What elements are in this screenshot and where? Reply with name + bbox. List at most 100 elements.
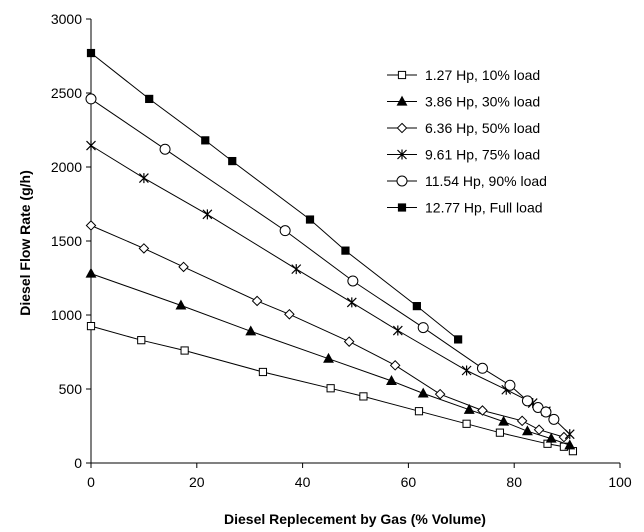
series-line: [90, 52, 459, 340]
series-1: [86, 322, 578, 456]
series-2: [85, 267, 576, 450]
data-point: [392, 325, 403, 336]
y-tick-label: 0: [74, 455, 82, 471]
data-point: [396, 95, 408, 106]
x-tick-label: 60: [401, 474, 417, 490]
data-point: [414, 407, 424, 416]
data-point: [521, 425, 533, 436]
data-point: [305, 215, 315, 224]
x-axis-title: Diesel Replecement by Gas (% Volume): [224, 511, 486, 527]
data-point: [412, 302, 421, 311]
data-point: [397, 70, 407, 80]
data-point: [326, 384, 335, 393]
data-point: [396, 175, 408, 187]
data-point: [159, 143, 171, 155]
data-point: [175, 299, 187, 310]
data-point: [498, 415, 510, 426]
legend-item: 1.27 Hp, 10% load: [387, 67, 540, 83]
data-point: [396, 122, 408, 134]
data-point: [386, 375, 397, 385]
data-point: [323, 352, 334, 363]
data-point: [521, 395, 533, 407]
data-point: [346, 297, 357, 308]
x-tick-label: 80: [506, 474, 522, 490]
data-point: [504, 379, 516, 391]
data-point: [284, 308, 295, 320]
data-point: [85, 220, 97, 231]
data-point: [251, 295, 263, 307]
y-tick-label: 2000: [51, 159, 82, 175]
data-point: [86, 322, 96, 331]
y-axis-title: Diesel Flow Rate (g/h): [17, 170, 33, 315]
y-tick-label: 1500: [51, 233, 82, 249]
data-point: [564, 439, 576, 450]
data-point: [462, 419, 471, 428]
data-point: [201, 136, 210, 145]
y-tick-label: 500: [59, 381, 83, 397]
data-point: [343, 336, 355, 347]
data-point: [258, 367, 268, 377]
legend-label: 11.54 Hp, 90% load: [425, 173, 547, 189]
legend-label: 1.27 Hp, 10% load: [425, 67, 540, 83]
data-point: [564, 429, 575, 440]
series-layer: [85, 48, 578, 456]
data-point: [138, 173, 149, 184]
axes: 0 500 1000 1500 2000 2500 3000 0 20 40 60 80 100: [51, 11, 632, 490]
data-point: [245, 325, 257, 336]
data-point: [389, 360, 401, 371]
data-point: [178, 261, 189, 273]
data-point: [347, 275, 359, 287]
legend-label: 3.86 Hp, 30% load: [425, 94, 540, 110]
data-point: [85, 93, 97, 105]
data-point: [533, 424, 545, 436]
data-point: [279, 225, 291, 237]
data-point: [180, 346, 189, 355]
x-tick-label: 100: [608, 474, 632, 490]
data-point: [397, 149, 407, 160]
data-point: [417, 387, 429, 398]
data-point: [137, 336, 146, 345]
series-line: [90, 225, 565, 438]
legend-item: 6.36 Hp, 50% load: [387, 120, 540, 136]
data-point: [145, 94, 154, 104]
data-point: [228, 156, 237, 166]
legend-item: 12.77 Hp, Full load: [387, 200, 543, 216]
x-tick-label: 40: [295, 474, 311, 490]
legend-label: 6.36 Hp, 50% load: [425, 120, 540, 136]
y-tick-label: 2500: [51, 85, 82, 101]
data-point: [291, 264, 302, 275]
data-point: [341, 246, 350, 255]
series-5: [85, 93, 560, 425]
data-point: [397, 203, 407, 212]
x-tick-label: 20: [189, 474, 205, 490]
legend-label: 12.77 Hp, Full load: [425, 200, 543, 216]
data-point: [516, 415, 528, 427]
data-point: [545, 432, 557, 443]
data-point: [495, 428, 505, 437]
data-point: [454, 335, 463, 344]
data-point: [359, 392, 368, 401]
legend-item: 9.61 Hp, 75% load: [387, 147, 540, 163]
data-point: [86, 140, 96, 151]
data-point: [476, 362, 488, 374]
data-point: [85, 267, 97, 278]
legend-label: 9.61 Hp, 75% load: [425, 147, 540, 163]
series-3: [85, 220, 570, 443]
data-point: [477, 405, 488, 416]
data-point: [540, 406, 552, 418]
data-point: [86, 48, 96, 58]
data-point: [202, 209, 213, 220]
legend: 1.27 Hp, 10% load 3.86 Hp, 30% load 6.36 H…: [387, 67, 547, 216]
data-point: [417, 322, 429, 334]
x-tick-label: 0: [87, 474, 95, 490]
data-point: [434, 388, 446, 400]
data-point: [461, 365, 472, 376]
data-point: [558, 431, 570, 443]
legend-item: 3.86 Hp, 30% load: [387, 94, 540, 110]
series-6: [86, 48, 463, 344]
legend-item: 11.54 Hp, 90% load: [387, 173, 547, 189]
data-point: [138, 243, 150, 254]
y-tick-label: 1000: [51, 307, 82, 323]
data-point: [548, 413, 560, 425]
